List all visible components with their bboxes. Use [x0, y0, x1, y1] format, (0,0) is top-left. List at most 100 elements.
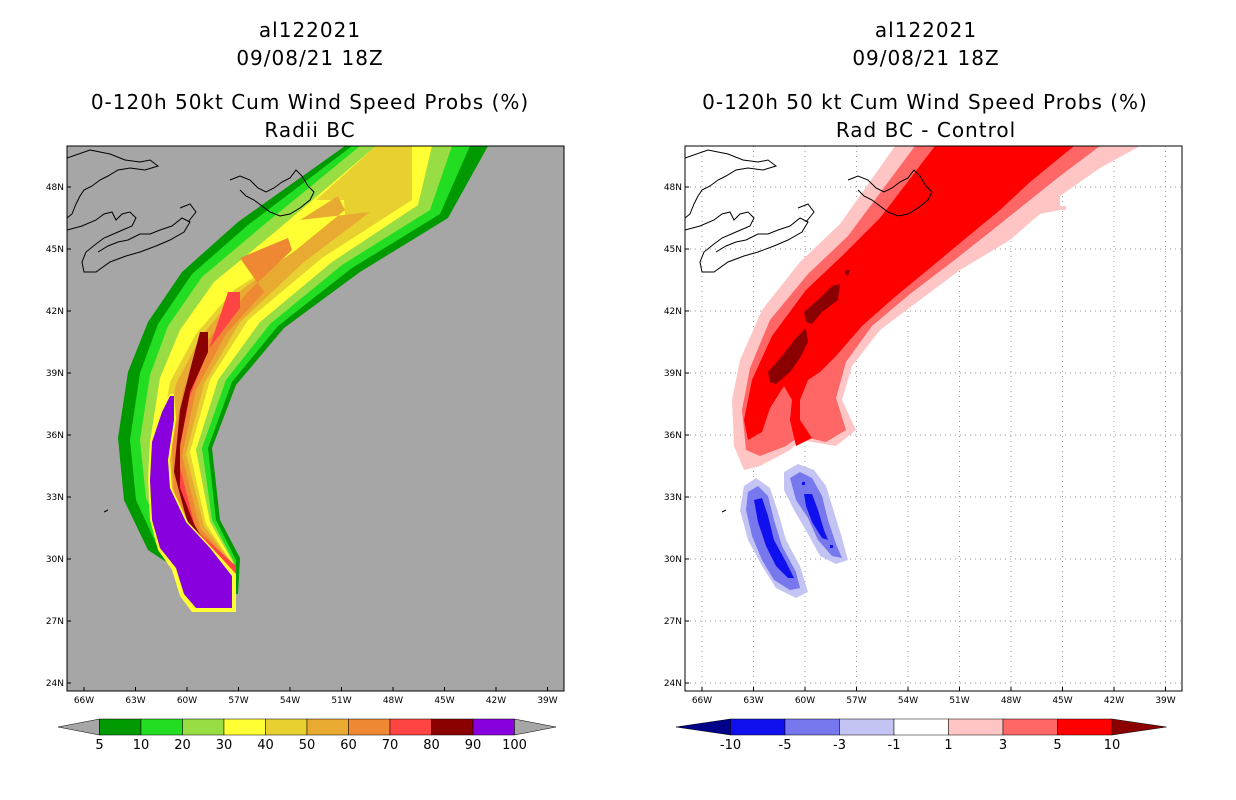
right-map-frame [684, 145, 1183, 692]
left-map: 48N 45N 42N 39N 36N 33N 30N 27N 24N 66W 63W 60W 57W… [46, 145, 565, 706]
left-lon-label: 51W [331, 696, 351, 706]
right-lat-label: 30N [664, 555, 682, 565]
left-lon-label: 45W [434, 696, 454, 706]
left-lon-label: 57W [228, 696, 248, 706]
right-lon-label: 39W [1155, 696, 1175, 706]
left-colorbar-label: 100 [502, 738, 527, 753]
left-lon-label: 39W [537, 696, 557, 706]
right-colorbar-label: -10 [720, 738, 741, 753]
left-colorbar-swatch [223, 718, 266, 736]
left-colorbar-label: 60 [340, 738, 357, 753]
right-speck-blue-2 [830, 545, 833, 548]
right-colorbar-swatch [730, 718, 786, 736]
right-lat-label: 33N [664, 493, 682, 503]
left-coastline-labrador [67, 149, 160, 219]
right-lon-label: 45W [1052, 696, 1072, 706]
left-lon-ticks: 66W 63W 60W 57W 54W 51W 48W 45W 42W 39W [74, 687, 558, 706]
left-lat-label: 27N [46, 617, 64, 627]
right-colorbar-swatch [1057, 718, 1113, 736]
left-colorbar-swatch [389, 718, 432, 736]
right-lon-label: 57W [846, 696, 866, 706]
left-subtitle: Radii BC [264, 118, 356, 142]
right-contour-pos-10a [768, 328, 808, 384]
left-colorbar-arrow-high [514, 718, 557, 736]
left-lat-label: 36N [46, 431, 64, 441]
left-colorbar-label: 90 [465, 738, 482, 753]
right-datetime: 09/08/21 18Z [852, 46, 1000, 70]
right-lat-label: 48N [664, 183, 682, 193]
left-contour-50 [166, 196, 370, 588]
right-coastline-gulf [685, 211, 809, 273]
left-lon-label: 63W [125, 696, 145, 706]
right-lat-label: 24N [664, 679, 682, 689]
left-lon-label: 42W [486, 696, 506, 706]
right-lat-label: 36N [664, 431, 682, 441]
right-speck-blue-1 [802, 482, 805, 485]
left-colorbar-label: 5 [95, 738, 103, 753]
left-lat-label: 30N [46, 555, 64, 565]
right-colorbar-swatch [1002, 718, 1058, 736]
left-lat-ticks: 48N 45N 42N 39N 36N 33N 30N 27N 24N [46, 183, 71, 689]
left-coastline-cape-breton [179, 203, 197, 223]
right-lat-label: 42N [664, 307, 682, 317]
right-contour-pos-3 [742, 146, 1100, 456]
left-colorbar-swatch [431, 718, 474, 736]
left-lat-label: 45N [46, 245, 64, 255]
left-colorbar-label: 70 [382, 738, 399, 753]
left-lat-label: 39N [46, 369, 64, 379]
right-colorbar-label: 1 [944, 738, 952, 753]
left-title: 0-120h 50kt Cum Wind Speed Probs (%) [90, 90, 530, 114]
right-contour-neg-5-b [804, 494, 828, 540]
right-colorbar-label: -1 [888, 738, 901, 753]
left-probability-contours [118, 146, 488, 612]
left-colorbar: 5 10 20 30 40 50 60 70 80 90 100 [57, 718, 557, 753]
right-colorbar-label: 10 [1104, 738, 1121, 753]
left-colorbar-label: 40 [257, 738, 274, 753]
right-colorbar-arrow-high [1111, 718, 1167, 736]
left-lat-label: 48N [46, 183, 64, 193]
right-colorbar-swatch [784, 718, 840, 736]
right-colorbar-label: -3 [833, 738, 846, 753]
left-colorbar-label: 10 [133, 738, 150, 753]
left-colorbar-swatch [182, 718, 225, 736]
right-coastline-newfoundland [847, 169, 933, 217]
left-lon-label: 48W [383, 696, 403, 706]
left-contour-100 [150, 396, 232, 608]
right-lon-label: 42W [1104, 696, 1124, 706]
left-coastline [67, 149, 315, 513]
right-colorbar-label: -5 [779, 738, 792, 753]
left-coastline-gulf [67, 211, 191, 273]
right-coastline-islet [721, 509, 727, 513]
right-lon-label: 54W [898, 696, 918, 706]
right-speck-pink [1058, 206, 1066, 210]
left-storm-id: al122021 [258, 18, 362, 42]
left-colorbar-label: 20 [174, 738, 191, 753]
right-lat-label: 45N [664, 245, 682, 255]
right-lat-ticks: 48N 45N 42N 39N 36N 33N 30N 27N 24N [664, 183, 689, 689]
right-colorbar-swatch [893, 718, 949, 736]
left-contour-80 [174, 332, 232, 600]
right-coastline-cape-breton [797, 203, 815, 223]
left-colorbar-label: 50 [299, 738, 316, 753]
right-colorbar-arrow-low [675, 718, 731, 736]
right-contour-pos-10c [845, 270, 850, 276]
right-colorbar-swatch [839, 718, 895, 736]
right-lon-label: 51W [949, 696, 969, 706]
right-colorbar-swatch [948, 718, 1004, 736]
left-lon-label: 60W [177, 696, 197, 706]
left-lat-label: 33N [46, 493, 64, 503]
left-colorbar-swatch [472, 718, 515, 736]
left-coastline-islet [103, 509, 109, 513]
right-colorbar: -10 -5 -3 -1 1 3 5 10 [675, 718, 1167, 753]
left-colorbar-swatch [140, 718, 183, 736]
left-coastline-newfoundland [229, 169, 315, 217]
right-lat-label: 27N [664, 617, 682, 627]
right-contour-pos-5 [744, 146, 1074, 446]
right-lon-label: 48W [1001, 696, 1021, 706]
left-colorbar-swatch [99, 718, 142, 736]
left-datetime: 09/08/21 18Z [236, 46, 384, 70]
right-colorbar-label: 3 [999, 738, 1007, 753]
left-map-frame [66, 145, 565, 692]
left-lon-label: 54W [280, 696, 300, 706]
